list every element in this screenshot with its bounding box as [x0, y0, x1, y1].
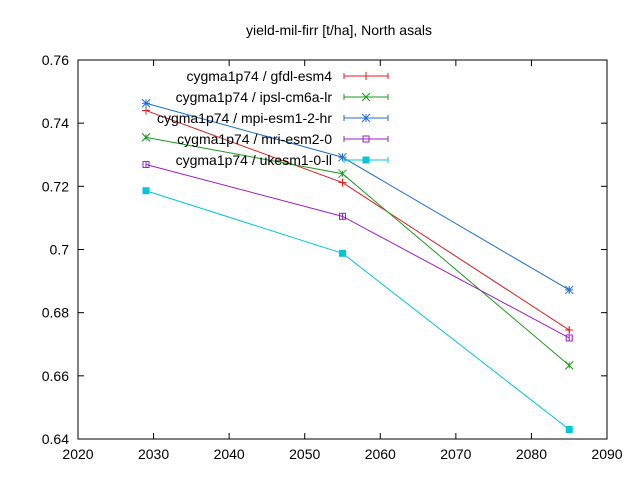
marker-square [362, 135, 370, 143]
marker-stroke [141, 98, 151, 108]
data-point [142, 187, 150, 195]
y-tick-label: 0.74 [42, 115, 69, 131]
x-tick-label: 2060 [365, 446, 396, 462]
legend-item: cygma1p74 / gfdl-esm4 [186, 68, 389, 84]
series-3 [142, 161, 573, 342]
series-4 [142, 187, 573, 434]
y-tick-label: 0.66 [42, 368, 69, 384]
legend-label: cygma1p74 / mpi-esm1-2-hr [157, 110, 332, 126]
data-point [362, 72, 370, 80]
legend-label: cygma1p74 / ipsl-cm6a-lr [176, 89, 333, 105]
marker-square [142, 187, 150, 195]
legend-label: cygma1p74 / ukesm1-0-ll [176, 152, 332, 168]
data-point [362, 156, 370, 164]
y-tick-label: 0.68 [42, 305, 69, 321]
marker-square [339, 212, 346, 220]
marker-square [362, 156, 370, 164]
data-point [362, 135, 370, 143]
series-2 [141, 98, 574, 295]
series-0 [142, 106, 574, 335]
legend: cygma1p74 / gfdl-esm4 cygma1p74 / ipsl-cm… [157, 68, 389, 168]
data-point [338, 169, 347, 179]
x-axis: 2020 2030 2040 2050 2060 2070 2080 2090 [62, 60, 623, 462]
data-point [565, 326, 574, 335]
marker-stroke [141, 133, 151, 142]
y-tick-label: 0.64 [42, 431, 69, 447]
data-point [141, 98, 151, 108]
data-point [339, 212, 346, 220]
legend-item: cygma1p74 / mri-esm2-0 [177, 131, 389, 147]
series-line [145, 136, 570, 366]
data-point [338, 178, 347, 187]
data-point [565, 426, 573, 434]
marker-stroke [361, 92, 371, 102]
y-tick-label: 0.72 [42, 178, 69, 194]
data-point [361, 92, 371, 102]
marker-stroke [564, 285, 574, 295]
data-point [564, 285, 574, 295]
series-1 [141, 133, 574, 370]
x-tick-label: 2080 [516, 446, 547, 462]
legend-label: cygma1p74 / gfdl-esm4 [186, 68, 332, 84]
data-point [564, 361, 574, 370]
x-tick-label: 2020 [62, 446, 93, 462]
x-tick-label: 2090 [591, 446, 622, 462]
marker-stroke [564, 361, 574, 370]
data-point [142, 106, 151, 115]
data-point [565, 334, 573, 342]
data-point [142, 161, 150, 169]
marker-stroke [338, 169, 347, 179]
marker-square [565, 334, 573, 342]
y-tick-label: 0.7 [50, 242, 70, 258]
marker-square [565, 426, 573, 434]
data-point [339, 249, 346, 257]
legend-label: cygma1p74 / mri-esm2-0 [177, 131, 332, 147]
x-tick-label: 2050 [289, 446, 320, 462]
x-tick-label: 2040 [214, 446, 245, 462]
legend-item: cygma1p74 / mpi-esm1-2-hr [157, 110, 389, 126]
series-layer [141, 98, 574, 434]
x-tick-label: 2030 [138, 446, 169, 462]
marker-stroke [361, 113, 371, 123]
marker-stroke [338, 152, 347, 162]
chart-title: yield-mil-firr [t/ha], North asals [246, 22, 432, 38]
series-line [145, 190, 570, 430]
data-point [141, 133, 151, 142]
data-point [361, 113, 371, 123]
x-tick-label: 2070 [440, 446, 471, 462]
y-tick-label: 0.76 [42, 52, 69, 68]
y-axis: 0.64 0.66 0.68 0.7 0.72 0.74 0.76 [42, 52, 607, 447]
legend-item: cygma1p74 / ukesm1-0-ll [176, 152, 389, 168]
marker-square [339, 249, 346, 257]
marker-square [142, 161, 150, 169]
legend-item: cygma1p74 / ipsl-cm6a-lr [176, 89, 389, 105]
